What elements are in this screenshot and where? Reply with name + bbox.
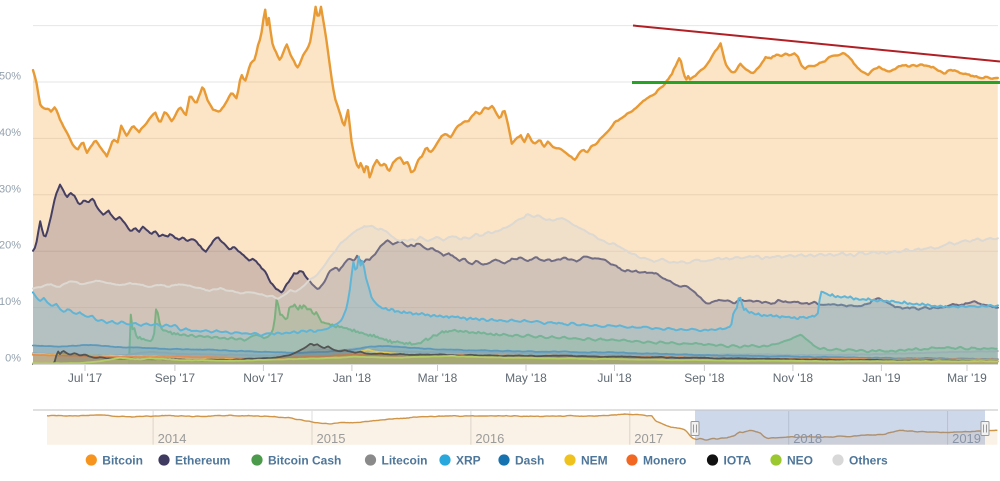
svg-text:10%: 10%: [0, 296, 21, 308]
svg-text:2016: 2016: [475, 431, 504, 446]
svg-text:2018: 2018: [793, 431, 822, 446]
svg-text:Bitcoin Cash: Bitcoin Cash: [268, 454, 341, 468]
svg-text:0%: 0%: [5, 353, 21, 365]
svg-text:May '18: May '18: [505, 371, 547, 385]
svg-text:20%: 20%: [0, 240, 21, 252]
svg-text:Others: Others: [849, 454, 888, 468]
svg-text:Jan '18: Jan '18: [333, 371, 372, 385]
svg-text:NEM: NEM: [581, 454, 608, 468]
svg-text:Dash: Dash: [515, 454, 544, 468]
svg-text:50%: 50%: [0, 71, 21, 83]
svg-text:Jul '18: Jul '18: [597, 371, 632, 385]
svg-text:Mar '18: Mar '18: [418, 371, 458, 385]
svg-text:30%: 30%: [0, 183, 21, 195]
svg-text:2019: 2019: [952, 431, 981, 446]
svg-text:Sep '17: Sep '17: [155, 371, 196, 385]
svg-text:Mar '19: Mar '19: [947, 371, 987, 385]
svg-text:Litecoin: Litecoin: [382, 454, 428, 468]
svg-text:Monero: Monero: [643, 454, 686, 468]
svg-text:40%: 40%: [0, 127, 21, 139]
svg-text:Nov '17: Nov '17: [243, 371, 284, 385]
svg-text:Jan '19: Jan '19: [862, 371, 901, 385]
svg-text:Ethereum: Ethereum: [175, 454, 230, 468]
svg-text:XRP: XRP: [456, 454, 481, 468]
svg-text:Bitcoin: Bitcoin: [102, 454, 143, 468]
svg-text:Sep '18: Sep '18: [684, 371, 725, 385]
svg-text:Jul '17: Jul '17: [68, 371, 103, 385]
svg-text:Nov '18: Nov '18: [773, 371, 814, 385]
svg-text:2015: 2015: [317, 431, 346, 446]
svg-text:NEO: NEO: [787, 454, 813, 468]
svg-text:IOTA: IOTA: [724, 454, 752, 468]
svg-text:2014: 2014: [158, 431, 187, 446]
svg-text:2017: 2017: [634, 431, 663, 446]
